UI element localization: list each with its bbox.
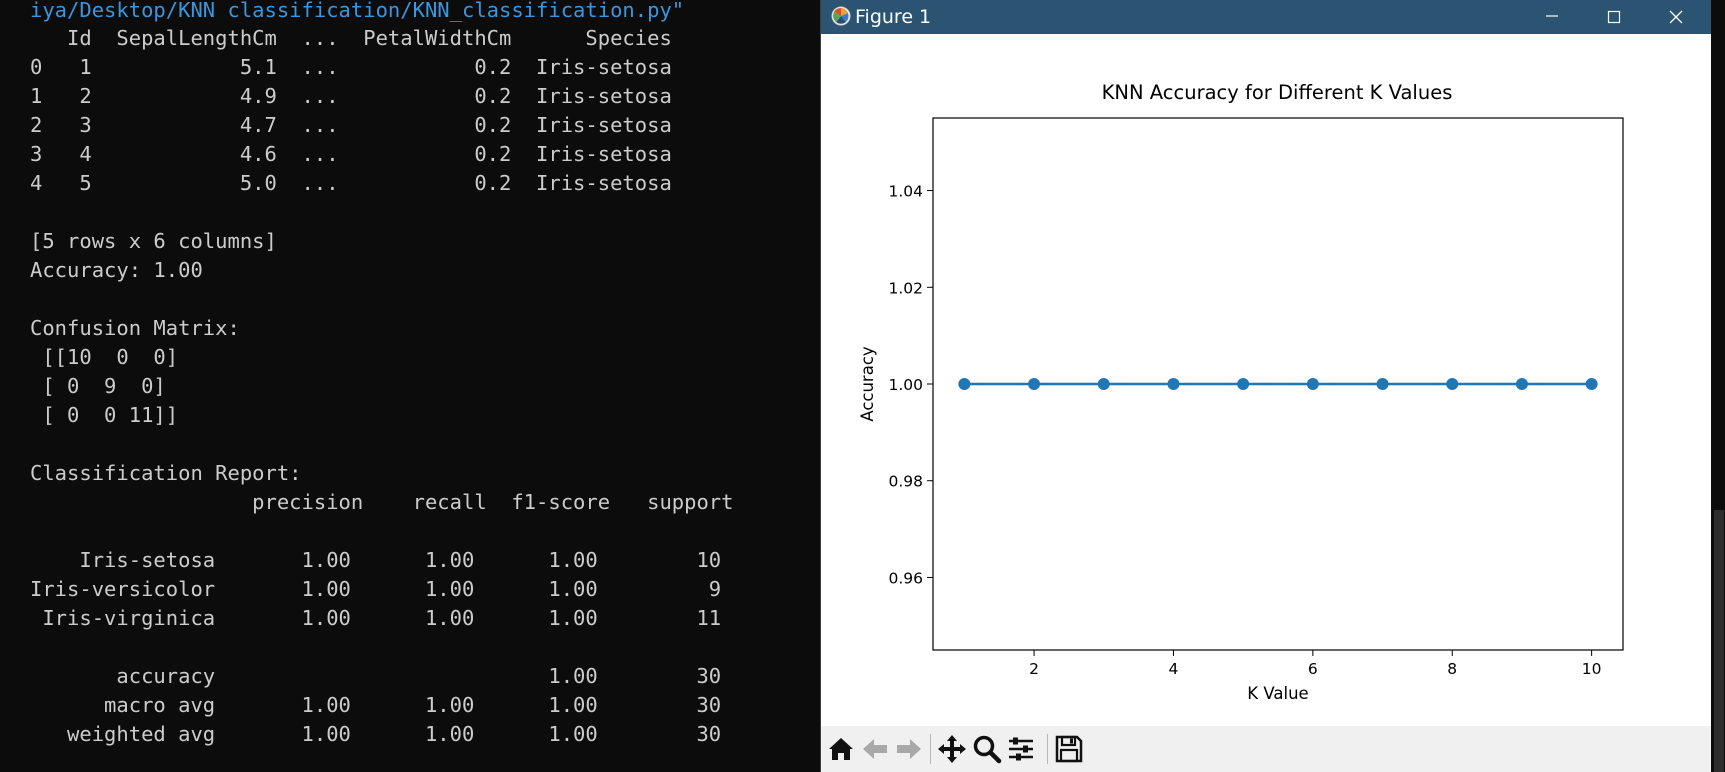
terminal-line: [ 0 9 0] xyxy=(30,374,166,398)
home-button[interactable] xyxy=(825,733,857,765)
data-point xyxy=(1306,378,1319,390)
configure-subplots-button[interactable] xyxy=(1005,733,1037,765)
x-tick-label: 4 xyxy=(1169,660,1179,678)
terminal-path-line: iya/Desktop/KNN classification/KNN_class… xyxy=(30,0,685,22)
terminal-line: Classification Report: xyxy=(30,461,302,485)
data-point xyxy=(1237,378,1250,390)
data-point xyxy=(1376,378,1389,390)
save-icon xyxy=(1055,735,1083,763)
minimize-icon xyxy=(1546,15,1558,17)
data-point xyxy=(1167,378,1180,390)
data-point xyxy=(1097,378,1110,390)
data-point xyxy=(1446,378,1459,390)
zoom-icon xyxy=(973,735,1002,764)
x-tick-label: 8 xyxy=(1447,660,1457,678)
terminal-line: 2 3 4.7 ... 0.2 Iris-setosa xyxy=(30,113,672,137)
terminal-line: macro avg 1.00 1.00 1.00 30 xyxy=(30,693,722,717)
zoom-button[interactable] xyxy=(971,733,1003,765)
x-tick-label: 2 xyxy=(1029,660,1039,678)
terminal-line: [5 rows x 6 columns] xyxy=(30,229,277,253)
close-icon xyxy=(1669,10,1683,24)
pan-icon xyxy=(938,735,966,763)
matplotlib-app-icon xyxy=(831,6,851,26)
window-title: Figure 1 xyxy=(855,6,932,28)
window-titlebar[interactable]: Figure 1 xyxy=(821,0,1711,34)
figure-window: Figure 1 KNN Accuracy for Different K Va… xyxy=(820,0,1711,772)
y-tick-label: 1.00 xyxy=(888,376,923,394)
terminal-line: Id SepalLengthCm ... PetalWidthCm Specie… xyxy=(30,26,672,50)
y-tick-label: 1.02 xyxy=(888,279,923,297)
terminal-output[interactable]: iya/Desktop/KNN classification/KNN_class… xyxy=(0,0,822,772)
forward-arrow-icon xyxy=(897,739,921,759)
back-button[interactable] xyxy=(859,733,891,765)
back-arrow-icon xyxy=(863,739,887,759)
terminal-line: Accuracy: 1.00 xyxy=(30,258,203,282)
minimize-button[interactable] xyxy=(1521,0,1583,34)
terminal-line: Confusion Matrix: xyxy=(30,316,240,340)
terminal-line: 0 1 5.1 ... 0.2 Iris-setosa xyxy=(30,55,672,79)
line-chart: KNN Accuracy for Different K Values 0.96… xyxy=(858,81,1624,703)
terminal-line: 4 5 5.0 ... 0.2 Iris-setosa xyxy=(30,171,672,195)
data-point xyxy=(958,378,971,390)
terminal-line: accuracy 1.00 30 xyxy=(30,664,722,688)
close-button[interactable] xyxy=(1645,0,1707,34)
y-tick-label: 0.96 xyxy=(888,569,923,587)
figure-toolbar xyxy=(821,726,1711,772)
home-icon xyxy=(829,738,853,760)
configure-subplots-icon xyxy=(1009,737,1033,761)
y-axis-ticks: 0.96 0.98 1.00 1.02 1.04 xyxy=(888,183,933,587)
data-point xyxy=(1028,378,1041,390)
terminal-scrollbar-thumb[interactable] xyxy=(1714,510,1724,772)
x-tick-label: 6 xyxy=(1308,660,1318,678)
terminal-line: Iris-versicolor 1.00 1.00 1.00 9 xyxy=(30,577,722,601)
y-axis-label: Accuracy xyxy=(858,346,877,422)
maximize-icon xyxy=(1607,10,1621,24)
terminal-line: 1 2 4.9 ... 0.2 Iris-setosa xyxy=(30,84,672,108)
x-tick-label: 10 xyxy=(1582,660,1602,678)
terminal-line: 3 4 4.6 ... 0.2 Iris-setosa xyxy=(30,142,672,166)
terminal-line: [[10 0 0] xyxy=(30,345,179,369)
plot-canvas[interactable]: KNN Accuracy for Different K Values 0.96… xyxy=(821,34,1711,726)
chart-title: KNN Accuracy for Different K Values xyxy=(1102,81,1453,104)
toolbar-separator xyxy=(1047,734,1048,764)
forward-button[interactable] xyxy=(893,733,925,765)
x-axis-label: K Value xyxy=(1247,684,1308,703)
terminal-line: precision recall f1-score support xyxy=(30,490,734,514)
terminal-line: [ 0 0 11]] xyxy=(30,403,179,427)
terminal-line: weighted avg 1.00 1.00 1.00 30 xyxy=(30,722,722,746)
maximize-button[interactable] xyxy=(1583,0,1645,34)
y-tick-label: 1.04 xyxy=(888,183,923,201)
y-tick-label: 0.98 xyxy=(888,473,923,491)
series-layer xyxy=(958,378,1598,390)
terminal-line: Iris-setosa 1.00 1.00 1.00 10 xyxy=(30,548,722,572)
save-button[interactable] xyxy=(1053,733,1085,765)
pan-button[interactable] xyxy=(936,733,968,765)
data-point xyxy=(1515,378,1528,390)
data-point xyxy=(1585,378,1598,390)
x-axis-ticks: 2 4 6 8 10 xyxy=(1029,650,1602,678)
terminal-line: Iris-virginica 1.00 1.00 1.00 11 xyxy=(30,606,722,630)
toolbar-separator xyxy=(930,734,931,764)
